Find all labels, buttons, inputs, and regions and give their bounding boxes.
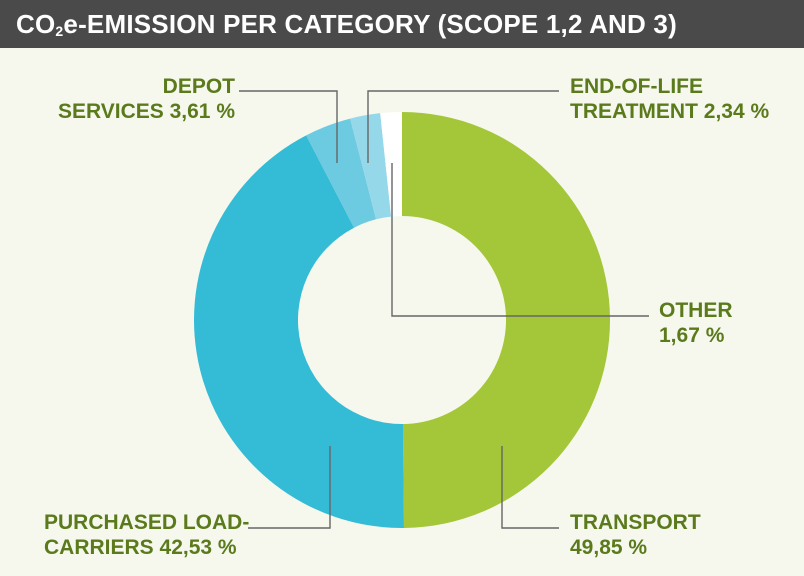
leader-line-depot xyxy=(239,90,338,163)
leader-line-transport xyxy=(501,446,559,529)
label-transport: TRANSPORT 49,85 % xyxy=(570,511,701,559)
slice-purchased xyxy=(193,135,404,529)
label-depot-services: DEPOT SERVICES 3,61 % xyxy=(57,75,235,123)
slice-depot xyxy=(306,118,377,228)
label-other: OTHER 1,67 % xyxy=(659,299,733,347)
leader-line-eol xyxy=(367,90,559,163)
slice-eol xyxy=(350,113,392,220)
slice-transport xyxy=(402,112,611,528)
chart-title: CO2e-EMISSION PER CATEGORY (SCOPE 1,2 AN… xyxy=(16,9,677,39)
header-bar: CO2e-EMISSION PER CATEGORY (SCOPE 1,2 AN… xyxy=(0,0,804,48)
label-end-of-life: END-OF-LIFE TREATMENT 2,34 % xyxy=(570,75,770,123)
slice-other xyxy=(380,112,402,217)
leader-line-other xyxy=(391,163,649,317)
leader-line-purchased xyxy=(248,446,331,529)
label-purchased-load-carriers: PURCHASED LOAD- CARRIERS 42,53 % xyxy=(44,511,250,559)
